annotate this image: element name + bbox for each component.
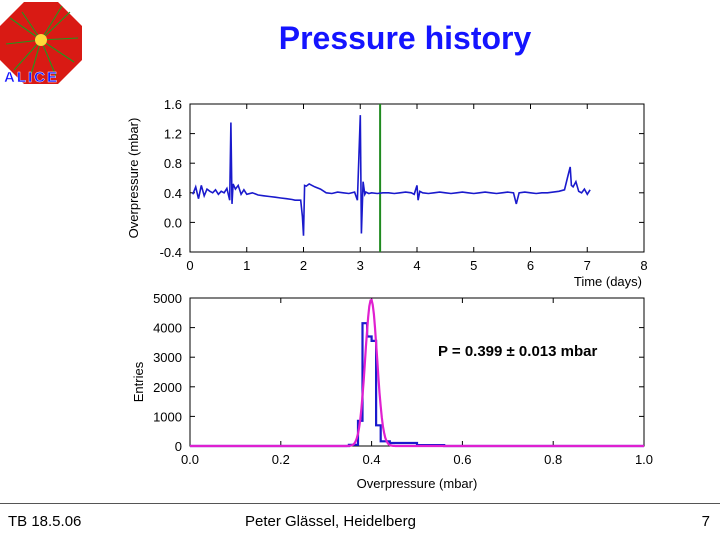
top-x-tick-label: 2 — [300, 258, 307, 273]
bottom-x-tick-label: 0.8 — [544, 452, 562, 467]
top-plot-frame — [189, 103, 645, 253]
top-x-tick-label: 8 — [640, 258, 647, 273]
series-pressure-trace — [192, 115, 591, 236]
logo-core — [35, 34, 47, 46]
bottom-x-tick-label: 0.2 — [272, 452, 290, 467]
footer-author: Peter Glässel, Heidelberg — [245, 513, 416, 530]
histogram-bars — [190, 322, 644, 448]
fit-result-annotation: P = 0.399 ± 0.013 mbar — [438, 343, 597, 360]
top-x-tick-label: 5 — [470, 258, 477, 273]
top-y-axis-label: Overpressure (mbar) — [126, 118, 141, 239]
top-x-tick-label: 0 — [186, 258, 193, 273]
bottom-x-tick-label: 0.0 — [181, 452, 199, 467]
bottom-x-tick-labels: 0.0 0.2 0.4 0.6 0.8 1.0 — [181, 452, 653, 467]
top-y-tick-label: 1.6 — [164, 97, 182, 112]
top-y-tick-label: 1.2 — [164, 127, 182, 142]
top-x-tick-label: 6 — [527, 258, 534, 273]
top-y-tick-label: 0.0 — [164, 215, 182, 230]
logo-tracks — [5, 5, 79, 79]
top-x-tick-label: 4 — [413, 258, 420, 273]
slide-title: Pressure history — [278, 20, 532, 56]
footer-page-number: 7 — [701, 513, 710, 530]
bottom-y-axis-label: Entries — [131, 361, 146, 402]
top-axis-ticks — [189, 103, 645, 253]
gaussian-fit-curve — [190, 298, 644, 448]
bottom-axis-ticks — [189, 297, 645, 447]
footer-divider — [0, 503, 720, 504]
bottom-y-tick-label: 4000 — [153, 321, 182, 336]
top-x-tick-label: 1 — [243, 258, 250, 273]
top-y-tick-labels: -0.4 0.0 0.4 0.8 1.2 1.6 — [160, 97, 182, 260]
bottom-x-tick-label: 1.0 — [635, 452, 653, 467]
top-y-tick-label: 0.8 — [164, 156, 182, 171]
top-x-tick-labels: 0 1 2 3 4 5 6 7 8 — [186, 258, 647, 273]
top-x-axis-label: Time (days) — [574, 274, 642, 289]
bottom-y-tick-labels: 0 1000 2000 3000 4000 5000 — [153, 291, 182, 454]
alice-logo-graphic: ALICE — [0, 2, 82, 86]
top-y-tick-label: -0.4 — [160, 245, 182, 260]
bottom-plot-frame — [189, 297, 645, 447]
bottom-y-tick-label: 3000 — [153, 350, 182, 365]
bottom-y-tick-label: 0 — [175, 439, 182, 454]
top-x-tick-label: 3 — [357, 258, 364, 273]
footer-date: TB 18.5.06 — [8, 513, 82, 530]
bottom-x-axis-label: Overpressure (mbar) — [357, 476, 478, 491]
histogram-chart: 0.0 0.2 0.4 0.6 0.8 1.0 0 1000 2000 3000 4000 5000… — [131, 291, 653, 491]
logo-text: ALICE — [4, 69, 59, 84]
bottom-x-tick-label: 0.4 — [363, 452, 381, 467]
bottom-y-tick-label: 5000 — [153, 291, 182, 306]
bottom-y-tick-label: 2000 — [153, 380, 182, 395]
top-x-tick-label: 7 — [584, 258, 591, 273]
pressure-vs-time-chart: 0 1 2 3 4 5 6 7 8 -0.4 0.0 0.4 0.8 1.2 1.6 Time (days… — [126, 97, 648, 289]
alice-logo: ALICE — [0, 0, 90, 86]
top-y-tick-label: 0.4 — [164, 186, 182, 201]
bottom-y-tick-label: 1000 — [153, 409, 182, 424]
bottom-x-tick-label: 0.6 — [453, 452, 471, 467]
